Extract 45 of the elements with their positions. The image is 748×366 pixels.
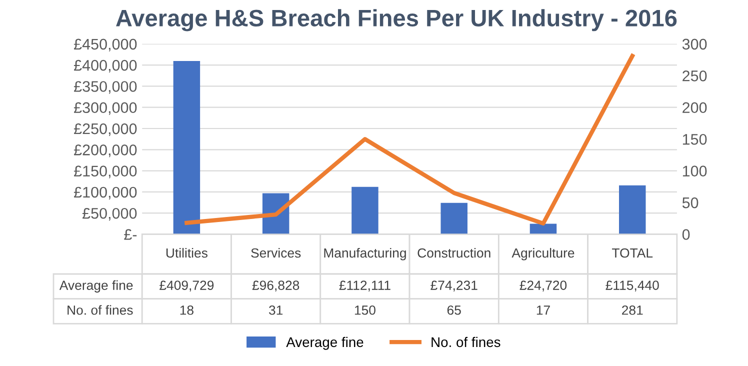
x-tick-label: TOTAL [612, 248, 653, 258]
data-label: £74,231 [430, 280, 478, 292]
y-tick-label: £100,000 [74, 186, 137, 200]
chart-title: Average H&S Breach Fines Per UK Industry - 2016 [116, 9, 677, 32]
data-label: £96,828 [252, 280, 300, 292]
bar [440, 202, 468, 234]
x-tick-label: Construction [418, 248, 490, 258]
legend-label: No. of fines [432, 336, 500, 348]
x-tick-label: Manufacturing [324, 248, 406, 260]
data-label: 150 [354, 305, 376, 315]
x-tick-label: Agriculture [512, 248, 574, 260]
y2-tick-label: 250 [682, 70, 707, 82]
text: Average fine [59, 280, 133, 293]
data-label: £112,111 [339, 280, 390, 292]
data-label: 17 [536, 306, 550, 315]
data-label: 65 [447, 305, 461, 315]
y-tick-label: £150,000 [74, 166, 137, 178]
y2-tick-label: 150 [682, 134, 707, 145]
data-label: 18 [180, 305, 194, 315]
y-tick-label: £450,000 [74, 38, 137, 52]
y-tick-label: £350,000 [74, 81, 137, 94]
data-label: 31 [268, 305, 283, 315]
y2-tick-label: 300 [682, 38, 707, 50]
y2-tick-label: 50 [682, 197, 698, 208]
y-tick-label: £400,000 [74, 60, 137, 73]
y-tick-label: £300,000 [74, 102, 137, 115]
x-tick-label: Utilities [166, 248, 208, 258]
bar [352, 186, 378, 234]
y-tick-label: £200,000 [74, 144, 137, 158]
y2-tick-label: 0 [682, 229, 690, 240]
x-tick-label: Services [251, 248, 301, 258]
y-tick-label: £50,000 [82, 208, 137, 221]
y-tick-label: £- [124, 229, 137, 240]
bar [173, 60, 200, 234]
legend-label: Average fine [286, 336, 364, 350]
y2-tick-label: 200 [682, 102, 707, 114]
line-series [184, 54, 634, 226]
data-label: 281 [622, 305, 643, 315]
data-label: £24,720 [520, 280, 567, 292]
bar [619, 185, 646, 234]
y2-tick-label: 100 [682, 166, 707, 176]
data-label: £409,729 [160, 280, 214, 292]
y-tick-label: £250,000 [74, 123, 137, 136]
data-label: £115,440 [606, 280, 659, 292]
text: No. of fines [68, 305, 133, 315]
